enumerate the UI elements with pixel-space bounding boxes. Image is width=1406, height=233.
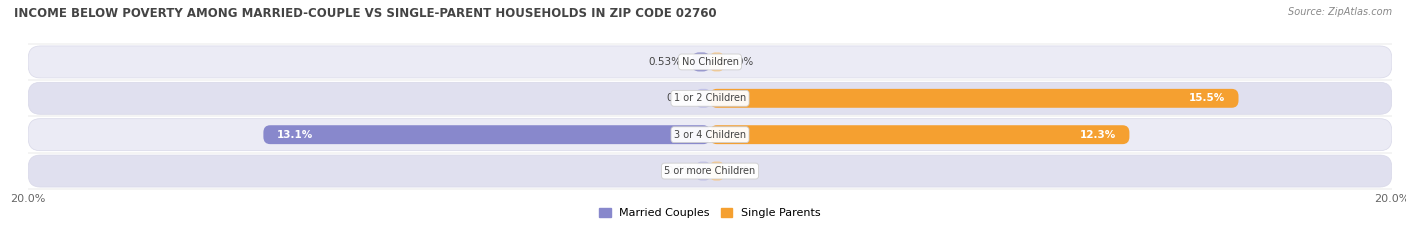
FancyBboxPatch shape — [710, 162, 724, 181]
FancyBboxPatch shape — [28, 155, 1392, 187]
FancyBboxPatch shape — [710, 89, 1239, 108]
Text: No Children: No Children — [682, 57, 738, 67]
FancyBboxPatch shape — [28, 46, 1392, 78]
Text: 1 or 2 Children: 1 or 2 Children — [673, 93, 747, 103]
Text: 3 or 4 Children: 3 or 4 Children — [673, 130, 747, 140]
Text: 0.53%: 0.53% — [648, 57, 682, 67]
Text: 15.5%: 15.5% — [1188, 93, 1225, 103]
Text: INCOME BELOW POVERTY AMONG MARRIED-COUPLE VS SINGLE-PARENT HOUSEHOLDS IN ZIP COD: INCOME BELOW POVERTY AMONG MARRIED-COUPL… — [14, 7, 717, 20]
FancyBboxPatch shape — [28, 119, 1392, 151]
Legend: Married Couples, Single Parents: Married Couples, Single Parents — [595, 204, 825, 223]
Text: Source: ZipAtlas.com: Source: ZipAtlas.com — [1288, 7, 1392, 17]
Text: 0.0%: 0.0% — [727, 166, 754, 176]
FancyBboxPatch shape — [696, 89, 710, 108]
Text: 0.0%: 0.0% — [727, 57, 754, 67]
FancyBboxPatch shape — [710, 125, 1129, 144]
FancyBboxPatch shape — [696, 162, 710, 181]
Text: 13.1%: 13.1% — [277, 130, 314, 140]
Text: 12.3%: 12.3% — [1080, 130, 1116, 140]
FancyBboxPatch shape — [28, 82, 1392, 114]
Text: 0.0%: 0.0% — [666, 93, 693, 103]
FancyBboxPatch shape — [710, 52, 724, 71]
Text: 0.0%: 0.0% — [666, 166, 693, 176]
FancyBboxPatch shape — [263, 125, 710, 144]
FancyBboxPatch shape — [692, 52, 710, 71]
Text: 5 or more Children: 5 or more Children — [665, 166, 755, 176]
